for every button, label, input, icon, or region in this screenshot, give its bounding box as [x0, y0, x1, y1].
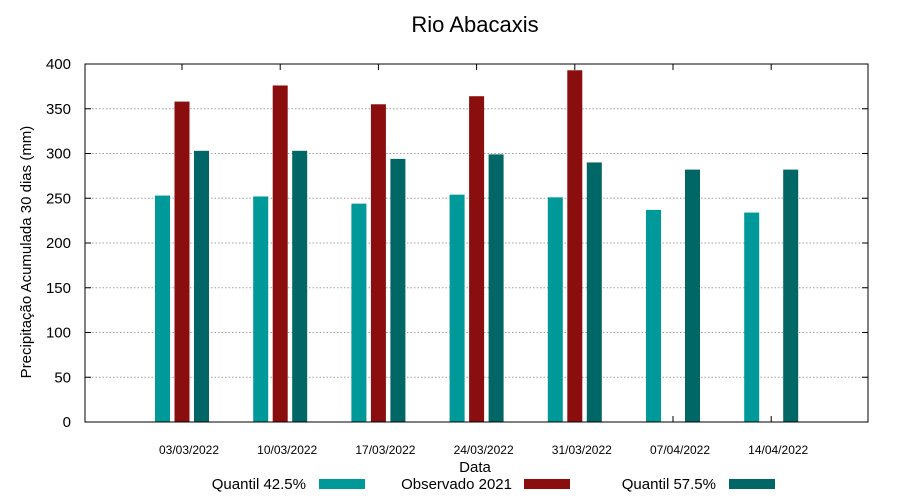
bar-quantil-57-5-3: [390, 158, 406, 422]
y-tick-label: 250: [46, 190, 71, 207]
legend-label: Observado 2021: [401, 476, 512, 493]
legend-swatch: [524, 479, 570, 489]
legend-label: Quantil 57.5%: [622, 476, 716, 493]
bars: [155, 70, 799, 423]
bar-quantil-57-5-4: [488, 154, 504, 422]
x-tick-label: 10/03/2022: [257, 443, 317, 457]
bar-quantil-57-5-6: [685, 169, 700, 422]
y-tick-label: 100: [46, 325, 71, 342]
y-tick-label: 400: [46, 56, 71, 73]
bar-quantil-42-5-5: [547, 197, 563, 422]
bar-quantil-57-5-5: [586, 162, 602, 422]
x-tick-label: 31/03/2022: [552, 443, 612, 457]
x-axis-ticks: 03/03/2022 10/03/2022 17/03/2022 24/03/2022…: [159, 64, 809, 457]
legend-swatch: [319, 479, 365, 489]
x-tick-label: 07/04/2022: [650, 443, 710, 457]
bar-observado-2021-5: [567, 70, 583, 422]
chart-title: Rio Abacaxis: [411, 12, 538, 37]
bar-quantil-42-5-1: [155, 195, 170, 422]
y-tick-label: 50: [54, 369, 71, 386]
bar-quantil-42-5-3: [351, 203, 367, 422]
y-tick-label: 200: [46, 235, 71, 252]
y-tick-label: 0: [63, 414, 71, 431]
bar-observado-2021-2: [272, 85, 288, 422]
y-tick-label: 350: [46, 101, 71, 118]
bar-observado-2021-3: [370, 104, 386, 423]
bar-quantil-42-5-6: [646, 209, 661, 422]
x-tick-label: 03/03/2022: [159, 443, 219, 457]
bar-quantil-42-5-2: [253, 196, 269, 422]
y-tick-label: 300: [46, 146, 71, 163]
x-tick-label: 24/03/2022: [454, 443, 514, 457]
bar-observado-2021-1: [174, 101, 190, 422]
grid: [85, 108, 868, 378]
legend-label: Quantil 42.5%: [212, 476, 306, 493]
x-tick-label: 14/04/2022: [748, 443, 808, 457]
x-tick-label: 17/03/2022: [355, 443, 415, 457]
bar-quantil-57-5-2: [292, 150, 308, 422]
plot-frame: [84, 63, 869, 423]
bar-quantil-42-5-4: [449, 194, 465, 422]
y-axis-ticks: 0 50 100 150 200 250 300 350 400: [46, 56, 868, 431]
y-tick-label: 150: [46, 280, 71, 297]
x-axis-label: Data: [459, 459, 491, 476]
legend: Quantil 42.5% Observado 2021 Quantil 57.5%: [212, 476, 775, 493]
y-axis-label: Precipitação Acumulada 30 dias (mm): [18, 126, 35, 379]
bar-quantil-42-5-7: [744, 212, 760, 422]
bar-quantil-57-5-7: [783, 169, 799, 422]
bar-quantil-57-5-1: [194, 150, 209, 422]
bar-observado-2021-4: [469, 96, 485, 422]
legend-swatch: [729, 479, 775, 489]
